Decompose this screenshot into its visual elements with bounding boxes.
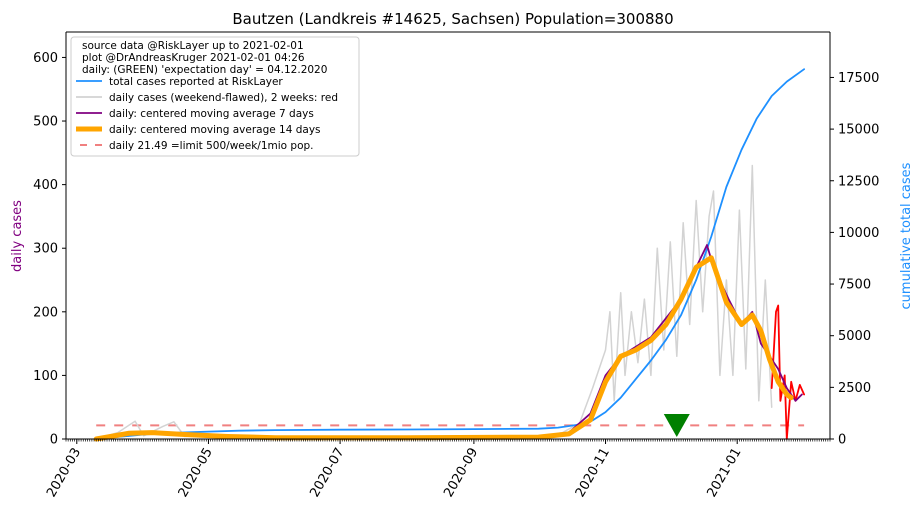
y-tick-label-right: 7500 bbox=[838, 278, 871, 293]
y-axis-right-label: cumulative total cases bbox=[899, 162, 914, 309]
legend-label: daily cases (weekend-flawed), 2 weeks: r… bbox=[109, 92, 338, 104]
legend-header-line: plot @DrAndreasKruger 2021-02-01 04:26 bbox=[82, 52, 305, 64]
legend-header-line: source data @RiskLayer up to 2021-02-01 bbox=[82, 40, 304, 52]
legend: source data @RiskLayer up to 2021-02-01p… bbox=[70, 36, 360, 157]
series-line-daily-centered-moving-average-14-days bbox=[93, 255, 794, 442]
legend-label: daily: centered moving average 14 days bbox=[109, 124, 321, 136]
y-tick-label-right: 15000 bbox=[838, 123, 879, 138]
x-tick-label: 2020-03 bbox=[44, 446, 84, 501]
y-tick-label-right: 2500 bbox=[838, 381, 871, 396]
y-tick-label-left: 100 bbox=[33, 369, 58, 384]
y-tick-label-left: 300 bbox=[33, 242, 58, 257]
x-tick-label: 2020-05 bbox=[176, 446, 216, 501]
y-tick-label-right: 10000 bbox=[838, 226, 879, 241]
chart-title: Bautzen (Landkreis #14625, Sachsen) Popu… bbox=[232, 10, 673, 28]
y-tick-label-left: 0 bbox=[50, 433, 58, 448]
y-tick-label-right: 5000 bbox=[838, 329, 871, 344]
y-tick-label-left: 500 bbox=[33, 115, 58, 130]
series-line-daily-centered-moving-average-7-days bbox=[95, 244, 803, 440]
x-tick-label: 2020-07 bbox=[307, 446, 347, 501]
y-tick-label-left: 200 bbox=[33, 305, 58, 320]
legend-label: daily 21.49 =limit 500/week/1mio pop. bbox=[109, 140, 314, 152]
x-tick-label: 2020-11 bbox=[573, 446, 613, 501]
y-axis-left-label: daily cases bbox=[10, 200, 25, 272]
y-tick-label-left: 400 bbox=[33, 178, 58, 193]
y-tick-label-right: 12500 bbox=[838, 174, 879, 189]
legend-label: total cases reported at RiskLayer bbox=[109, 76, 283, 88]
x-tick-label: 2020-09 bbox=[441, 446, 481, 501]
y-tick-label-right: 17500 bbox=[838, 71, 879, 86]
y-tick-label-right: 0 bbox=[838, 433, 846, 448]
legend-header-line: daily: (GREEN) 'expectation day' = 04.12… bbox=[82, 64, 327, 76]
y-tick-label-left: 600 bbox=[33, 51, 58, 66]
expectation-day-marker bbox=[663, 414, 690, 437]
x-tick-label: 2021-01 bbox=[705, 446, 745, 501]
plot-area bbox=[93, 68, 805, 442]
series-line-daily-cases-weekend-flawed-2-weeks-red bbox=[95, 164, 773, 440]
series-line-daily-cases-last-2-weeks bbox=[770, 304, 805, 440]
legend-box bbox=[70, 36, 360, 157]
legend-label: daily: centered moving average 7 days bbox=[109, 108, 314, 120]
series-line-total-cases-reported-at-risklayer bbox=[95, 68, 805, 440]
